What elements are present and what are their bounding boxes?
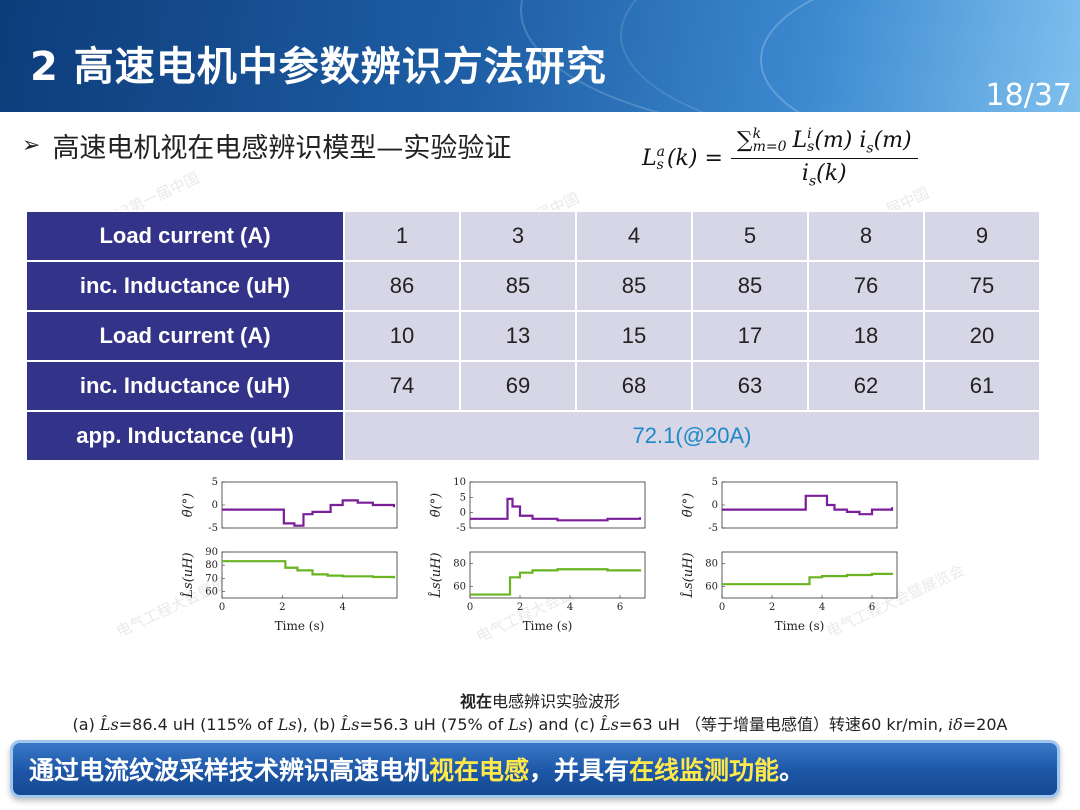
table-cell: 85 — [575, 260, 693, 312]
x-tick-label: 4 — [567, 602, 573, 613]
series-line — [722, 494, 894, 516]
y-tick-label: 60 — [705, 582, 718, 593]
y-tick-label: 80 — [705, 559, 718, 570]
row-header: Load current (A) — [25, 310, 345, 362]
table-cell: 4 — [575, 210, 693, 262]
table-cell: 13 — [459, 310, 577, 362]
y-tick-label: 0 — [212, 500, 218, 511]
table-cell: 20 — [923, 310, 1041, 362]
y-tick-label: -5 — [208, 523, 218, 534]
table-row: Load current (A) 1 3 4 5 8 9 — [25, 210, 1041, 262]
y-axis-label: θ̃(°) — [681, 493, 696, 517]
series-line — [722, 572, 894, 586]
x-axis-label: Time (s) — [275, 619, 325, 633]
table-cell: 61 — [923, 360, 1041, 412]
y-tick-label: -5 — [456, 523, 466, 534]
series-line — [222, 499, 396, 527]
header-banner: 2 高速电机中参数辨识方法研究 18/37 — [0, 0, 1080, 112]
row-header: Load current (A) — [25, 210, 345, 262]
table-cell: 17 — [691, 310, 809, 362]
y-tick-label: 70 — [205, 573, 218, 584]
section-subtitle: ➢ 高速电机视在电感辨识模型—实验验证 — [22, 126, 511, 165]
table-cell: 1 — [343, 210, 461, 262]
y-tick-label: 5 — [212, 477, 218, 488]
x-tick-label: 0 — [219, 602, 225, 613]
figure-caption-title: 视在电感辨识实验波形 — [459, 692, 621, 711]
inductance-table: Load current (A) 1 3 4 5 8 9 inc. Inductance (u… — [25, 210, 1041, 462]
y-tick-label: 5 — [712, 477, 718, 488]
table-row: Load current (A) 10 13 15 17 18 20 — [25, 310, 1041, 362]
plot-frame — [221, 551, 398, 599]
x-tick-label: 6 — [869, 602, 875, 613]
x-tick-label: 2 — [279, 602, 285, 613]
table-cell: 15 — [575, 310, 693, 362]
y-tick-label: 80 — [453, 559, 466, 570]
plot-frame — [469, 551, 646, 599]
y-tick-label: -5 — [708, 523, 718, 534]
table-cell: 62 — [807, 360, 925, 412]
table-cell: 75 — [923, 260, 1041, 312]
y-tick-label: 10 — [453, 477, 466, 488]
y-tick-label: 90 — [205, 547, 218, 558]
x-tick-label: 4 — [340, 602, 346, 613]
y-tick-label: 60 — [453, 582, 466, 593]
table-cell: 3 — [459, 210, 577, 262]
table-cell: 18 — [807, 310, 925, 362]
row-header: inc. Inductance (uH) — [25, 360, 345, 412]
x-tick-label: 0 — [467, 602, 473, 613]
table-cell: 68 — [575, 360, 693, 412]
slide-title: 2 高速电机中参数辨识方法研究 — [30, 44, 607, 90]
table-cell: 69 — [459, 360, 577, 412]
table-cell: 9 — [923, 210, 1041, 262]
subtitle-text: 高速电机视在电感辨识模型—实验验证 — [52, 133, 512, 164]
table-row: app. Inductance (uH) 72.1(@20A) — [25, 410, 1041, 462]
plot-frame — [221, 481, 398, 529]
row-header: inc. Inductance (uH) — [25, 260, 345, 312]
table-cell: 85 — [459, 260, 577, 312]
x-tick-label: 2 — [517, 602, 523, 613]
table-cell: 5 — [691, 210, 809, 262]
page-number: 18/37 — [985, 78, 1072, 112]
x-tick-label: 0 — [719, 602, 725, 613]
series-line — [470, 568, 642, 596]
series-line — [222, 560, 396, 579]
x-tick-label: 4 — [819, 602, 825, 613]
header-decoration — [760, 0, 1080, 112]
plot-frame — [721, 481, 898, 529]
figure-caption-detail: (a) L̂s=86.4 uH (115% of Ls), (b) L̂s=56… — [72, 715, 1008, 734]
apparent-inductance-value: 72.1(@20A) — [343, 410, 1041, 462]
table-cell: 86 — [343, 260, 461, 312]
row-header: app. Inductance (uH) — [25, 410, 345, 462]
y-tick-label: 0 — [712, 500, 718, 511]
y-axis-label: θ̃(°) — [429, 493, 444, 517]
y-axis-label: θ̃(°) — [181, 493, 196, 517]
conclusion-banner: 通过电流纹波采样技术辨识高速电机 视在电感 ，并具有 在线监测功能。 — [10, 740, 1060, 798]
x-tick-label: 6 — [617, 602, 623, 613]
y-tick-label: 60 — [205, 586, 218, 597]
table-cell: 63 — [691, 360, 809, 412]
table-row: inc. Inductance (uH) 74 69 68 63 62 61 — [25, 360, 1041, 412]
table-row: inc. Inductance (uH) 86 85 85 85 76 75 — [25, 260, 1041, 312]
y-axis-label: L̂s(uH) — [180, 552, 196, 598]
x-tick-label: 2 — [769, 602, 775, 613]
bullet-arrow-icon: ➢ — [22, 133, 41, 158]
x-axis-label: Time (s) — [775, 619, 825, 633]
table-cell: 8 — [807, 210, 925, 262]
y-tick-label: 0 — [460, 508, 466, 519]
y-tick-label: 80 — [205, 560, 218, 571]
y-axis-label: L̂s(uH) — [680, 552, 696, 598]
x-axis-label: Time (s) — [523, 619, 573, 633]
table-cell: 74 — [343, 360, 461, 412]
y-axis-label: L̂s(uH) — [428, 552, 444, 598]
table-cell: 76 — [807, 260, 925, 312]
series-line — [470, 497, 642, 522]
table-cell: 10 — [343, 310, 461, 362]
y-tick-label: 5 — [460, 492, 466, 503]
table-cell: 85 — [691, 260, 809, 312]
